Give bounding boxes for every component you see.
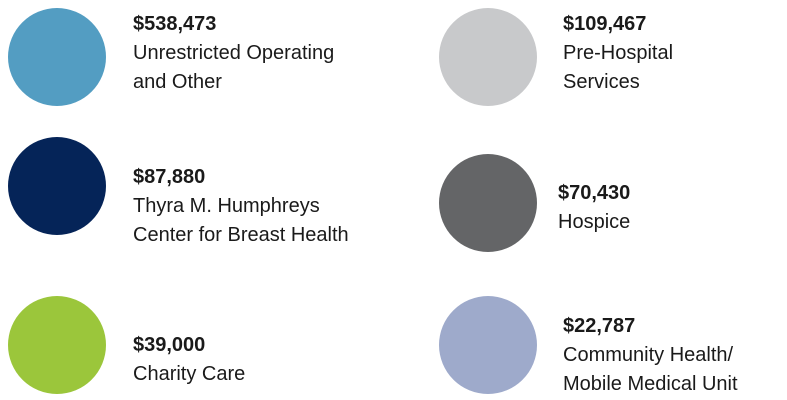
- label-line: Mobile Medical Unit: [563, 372, 738, 395]
- color-dot: [439, 296, 537, 394]
- label-line: Charity Care: [133, 363, 246, 385]
- label-line: Community Health/: [563, 343, 734, 366]
- item-text: $70,430 Hospice: [558, 179, 630, 237]
- label-line: Services: [563, 70, 640, 93]
- label-line: Center for Breast Health: [133, 223, 349, 246]
- amount: $39,000: [133, 334, 206, 356]
- item-text: $22,787 Community Health/Mobile Medical U…: [563, 312, 738, 399]
- amount: $109,467: [563, 12, 647, 35]
- item-text: $538,473 Unrestricted Operating and Other: [133, 10, 334, 97]
- amount: $87,880: [133, 165, 206, 188]
- item-text: $109,467 Pre-Hospital Services: [563, 10, 673, 97]
- label-line: Hospice: [558, 211, 631, 233]
- label-line: and Other: [133, 70, 222, 93]
- amount: $538,473: [133, 12, 217, 35]
- item-text: $39,000 Charity Care: [133, 331, 245, 389]
- color-dot: [8, 296, 106, 394]
- color-dot: [8, 8, 106, 106]
- amount: $70,430: [558, 182, 631, 204]
- label-line: Pre-Hospital: [563, 41, 674, 64]
- label-line: Thyra M. Humphreys: [133, 194, 320, 217]
- color-dot: [8, 137, 106, 235]
- label-line: Unrestricted Operating: [133, 41, 335, 64]
- item-text: $87,880 Thyra M. Humphreys Center for Brea…: [133, 163, 349, 250]
- color-dot: [439, 154, 537, 252]
- color-dot: [439, 8, 537, 106]
- amount: $22,787: [563, 314, 636, 337]
